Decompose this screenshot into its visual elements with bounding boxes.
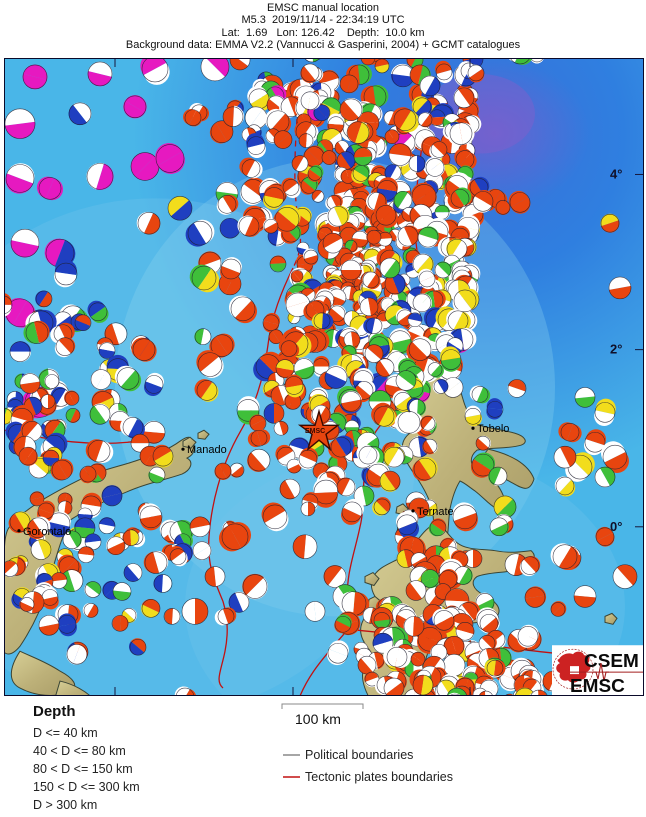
svg-text:Tobelo: Tobelo [477, 423, 509, 435]
svg-text:Manado: Manado [187, 444, 227, 456]
svg-text:4°: 4° [610, 166, 622, 181]
svg-text:Ternate: Ternate [417, 506, 454, 518]
svg-text:EMSC: EMSC [305, 428, 325, 435]
svg-text:CSEM: CSEM [584, 651, 639, 672]
svg-text:2°: 2° [610, 342, 622, 357]
svg-text:Gorontalo: Gorontalo [23, 526, 71, 538]
svg-text:0°: 0° [610, 519, 622, 534]
svg-text:EMSC: EMSC [570, 676, 625, 695]
